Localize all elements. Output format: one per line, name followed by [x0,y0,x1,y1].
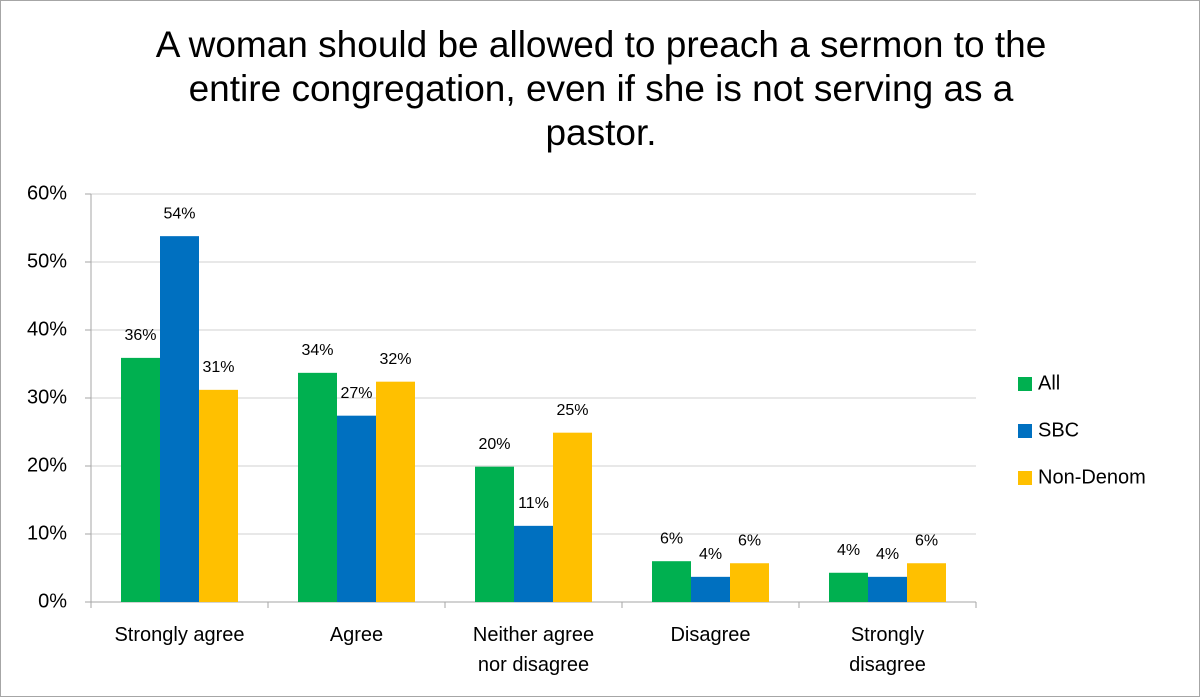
legend-label: All [1038,372,1060,394]
y-tick-label: 20% [27,454,67,476]
bar [475,466,514,602]
bar [298,372,337,602]
data-label: 32% [379,351,411,368]
chart-title: A woman should be allowed to preach a se… [155,24,1047,153]
legend-swatch [1018,471,1032,485]
legend-swatch [1018,424,1032,438]
bar [829,572,868,602]
data-label: 34% [301,342,333,359]
bar [121,357,160,602]
data-label: 31% [202,359,234,376]
y-tick-label: 0% [38,590,67,612]
bar [691,576,730,602]
bar [160,236,199,602]
data-label: 6% [738,532,761,549]
x-tick-label: Disagree [670,624,751,646]
data-label: 54% [163,205,195,222]
data-label: 6% [915,532,938,549]
legend-swatch [1018,377,1032,391]
bar [553,432,592,602]
data-label: 4% [699,546,722,563]
bar [199,389,238,602]
bar [514,525,553,602]
bar [868,576,907,602]
x-tick-label: Neither agree nor disagree [472,624,595,676]
legend-label: SBC [1038,419,1079,441]
x-tick-label: Strongly agree [114,624,245,646]
y-tick-label: 50% [27,250,67,272]
y-tick-label: 30% [27,386,67,408]
x-tick-label: Strongly disagree [849,624,926,676]
y-tick-label: 10% [27,522,67,544]
data-label: 20% [478,436,510,453]
legend-label: Non-Denom [1038,466,1146,488]
data-label: 25% [556,402,588,419]
x-tick-label: Agree [329,624,384,646]
bar [337,415,376,602]
bar [652,561,691,602]
data-label: 27% [340,385,372,402]
y-tick-label: 40% [27,318,67,340]
bar [907,563,946,602]
bar [376,381,415,602]
data-label: 36% [124,327,156,344]
data-label: 6% [660,530,683,547]
bar [730,563,769,602]
data-label: 4% [837,542,860,559]
data-label: 11% [518,495,549,512]
y-tick-label: 60% [27,182,67,204]
data-label: 4% [876,546,899,563]
